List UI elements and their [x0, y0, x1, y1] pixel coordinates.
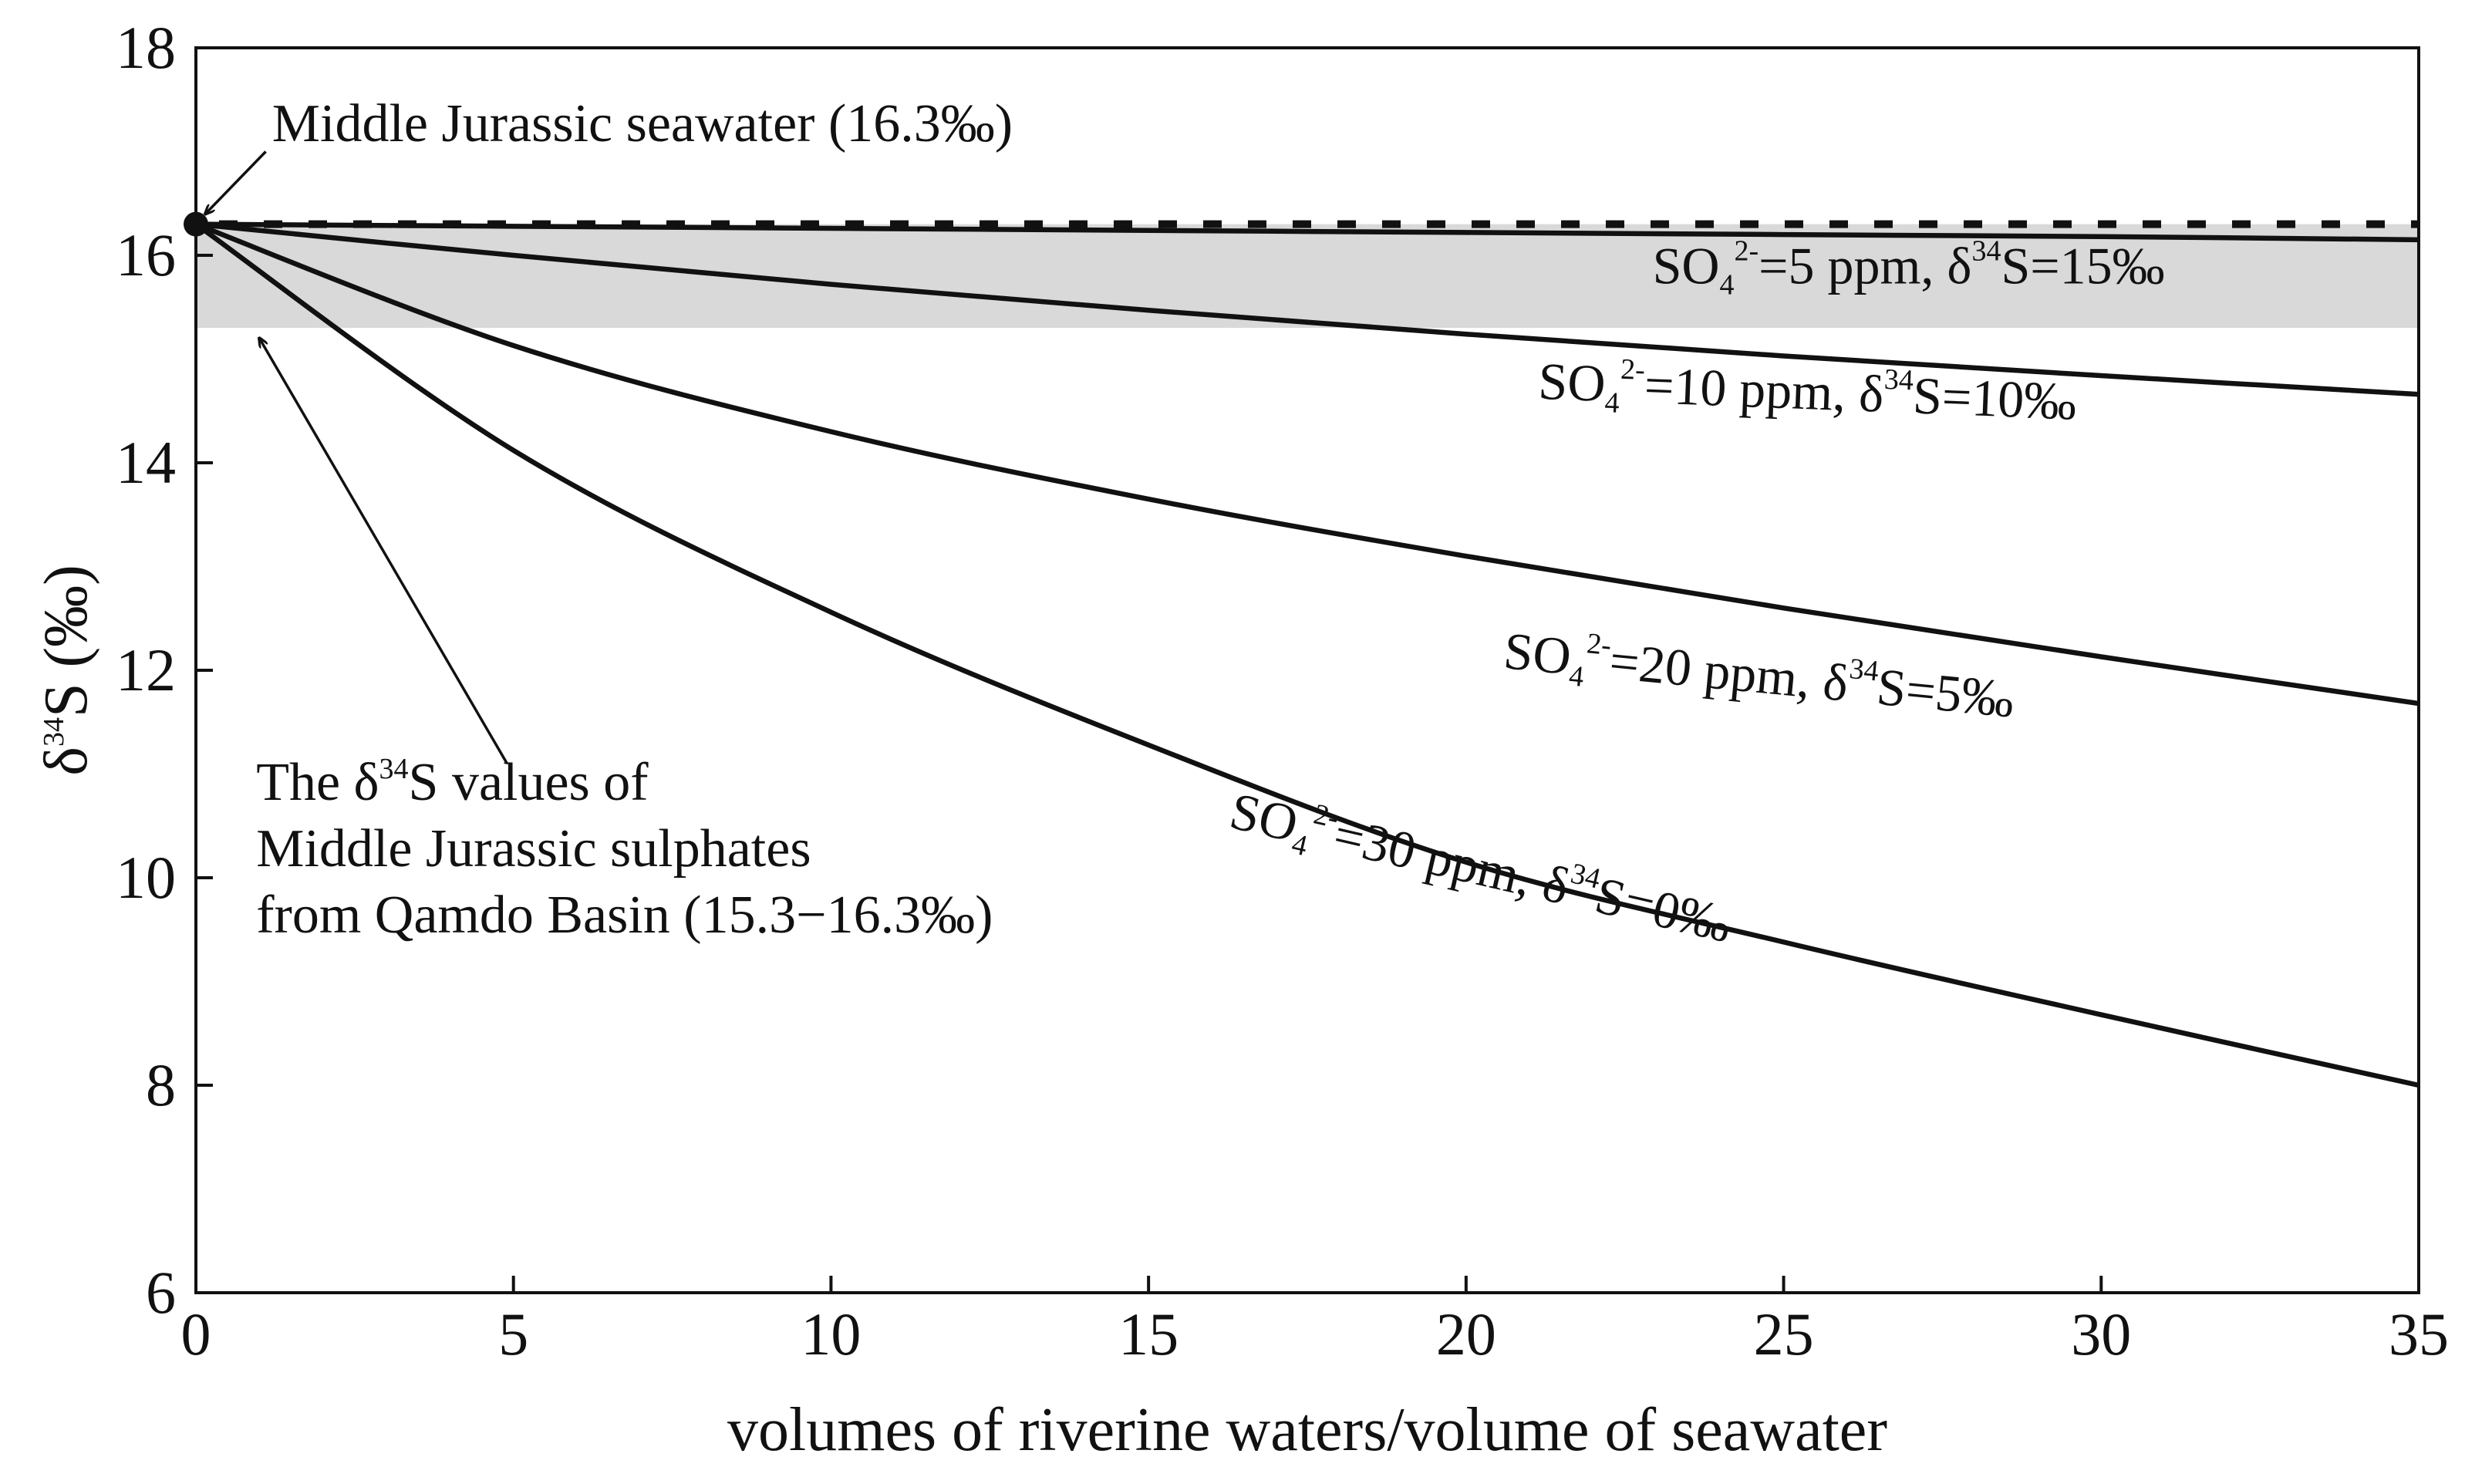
curve-label-20ppm-charge: 2- [1585, 627, 1613, 662]
curve-label-20ppm-sub: 4 [1567, 659, 1585, 693]
curve-label-5ppm-sub: 4 [1720, 268, 1735, 301]
x-tick-label-15: 15 [1118, 1300, 1179, 1368]
curve-label-20ppm: SO42-=20 ppm, δ34S=5‰ [1501, 619, 2017, 734]
curve-label-5ppm-so: SO [1653, 236, 1720, 295]
curve-label-10ppm-sub: 4 [1604, 386, 1620, 420]
y-axis-title-mass: 34 [38, 717, 70, 747]
y-tick-label-16: 16 [116, 221, 176, 288]
curve-label-5ppm-value: S=15‰ [2001, 236, 2164, 295]
curve-label-10ppm-mass: 34 [1883, 363, 1914, 396]
y-tick-label-6: 6 [146, 1259, 176, 1326]
series-group [194, 221, 2419, 1088]
curve-label-5ppm-conc: =5 ppm, [1759, 236, 1947, 295]
y-tick-label-18: 18 [116, 14, 176, 81]
x-axis-title: volumes of riverine waters/volume of sea… [727, 1396, 1887, 1464]
y-axis-ticks: 6 8 10 12 14 16 18 [116, 14, 213, 1326]
curve-label-20ppm-so: SO [1502, 621, 1574, 686]
x-tick-label-35: 35 [2389, 1300, 2449, 1368]
curve-label-30ppm-mass: 34 [1568, 857, 1603, 895]
curve-label-5ppm-mass: 34 [1971, 234, 2001, 267]
curve-label-5ppm: SO42-=5 ppm, δ34S=15‰ [1653, 234, 2165, 301]
curve-label-20ppm-mass: 34 [1848, 653, 1880, 687]
curve-label-5ppm-delta: δ [1947, 236, 1971, 295]
y-axis-title-rest: S (‰) [32, 565, 100, 717]
series-line-30ppm [194, 222, 2419, 1088]
sulphate-annotation-line-2: Middle Jurassic sulphates [256, 819, 811, 879]
x-tick-label-30: 30 [2071, 1300, 2131, 1368]
curve-label-5ppm-charge: 2- [1735, 234, 1759, 267]
series-line-5ppm [195, 221, 2419, 243]
series-line-10ppm [195, 221, 2419, 397]
seawater-start-point [184, 211, 208, 237]
x-tick-label-5: 5 [498, 1300, 528, 1368]
x-tick-label-10: 10 [801, 1300, 861, 1368]
sulphate-line1-pre: The [256, 753, 353, 812]
curve-label-20ppm-value: S=5‰ [1874, 657, 2017, 729]
curve-label-30ppm-conc: =30 ppm, [1328, 805, 1550, 911]
y-axis-title-delta: δ [32, 747, 100, 776]
series-line-20ppm [194, 221, 2419, 707]
y-tick-label-12: 12 [116, 636, 176, 703]
sulphate-line1-delta: δ [354, 753, 379, 812]
y-tick-label-8: 8 [146, 1051, 176, 1118]
curve-label-20ppm-delta: δ [1820, 652, 1850, 713]
curve-label-10ppm-delta: δ [1858, 364, 1885, 423]
sulphate-annotation-line-3: from Qamdo Basin (15.3−16.3‰) [256, 885, 993, 945]
sulphate-arrow [259, 339, 508, 764]
curve-label-20ppm-conc: =20 ppm, [1607, 631, 1826, 710]
x-axis-ticks: 0 5 10 15 20 25 30 35 [181, 1276, 2449, 1368]
curve-label-10ppm-conc: =10 ppm, [1644, 356, 1860, 423]
x-tick-label-0: 0 [181, 1300, 211, 1368]
x-tick-label-20: 20 [1436, 1300, 1496, 1368]
seawater-arrow [205, 150, 267, 214]
curve-label-10ppm-value: S=10‰ [1912, 366, 2078, 430]
curve-label-30ppm-so: SO [1225, 781, 1303, 854]
curve-label-30ppm: SO42-=30 ppm, δ34S=0‰ [1223, 780, 1737, 960]
y-tick-label-10: 10 [116, 844, 176, 911]
sulphate-annotation-line-1: The δ34S values of [256, 753, 649, 812]
curve-label-10ppm-charge: 2- [1620, 353, 1645, 386]
curve-labels: SO42-=5 ppm, δ34S=15‰ SO42-=10 ppm, δ34S… [1223, 234, 2165, 960]
curve-label-10ppm: SO42-=10 ppm, δ34S=10‰ [1537, 350, 2078, 437]
curve-label-10ppm-so: SO [1537, 352, 1607, 413]
y-tick-label-14: 14 [116, 429, 176, 496]
x-tick-label-25: 25 [1754, 1300, 1814, 1368]
sulphate-range-band [196, 224, 2419, 329]
sulphate-line1-mass: 34 [379, 753, 409, 785]
sulphate-line1-post: S values of [409, 753, 649, 812]
curve-label-30ppm-value: S=0‰ [1590, 865, 1737, 953]
y-axis-title: δ34S (‰) [32, 565, 100, 775]
seawater-annotation: Middle Jurassic seawater (16.3‰) [272, 94, 1013, 153]
sulphate-annotation: The δ34S values of Middle Jurassic sulph… [256, 753, 993, 945]
